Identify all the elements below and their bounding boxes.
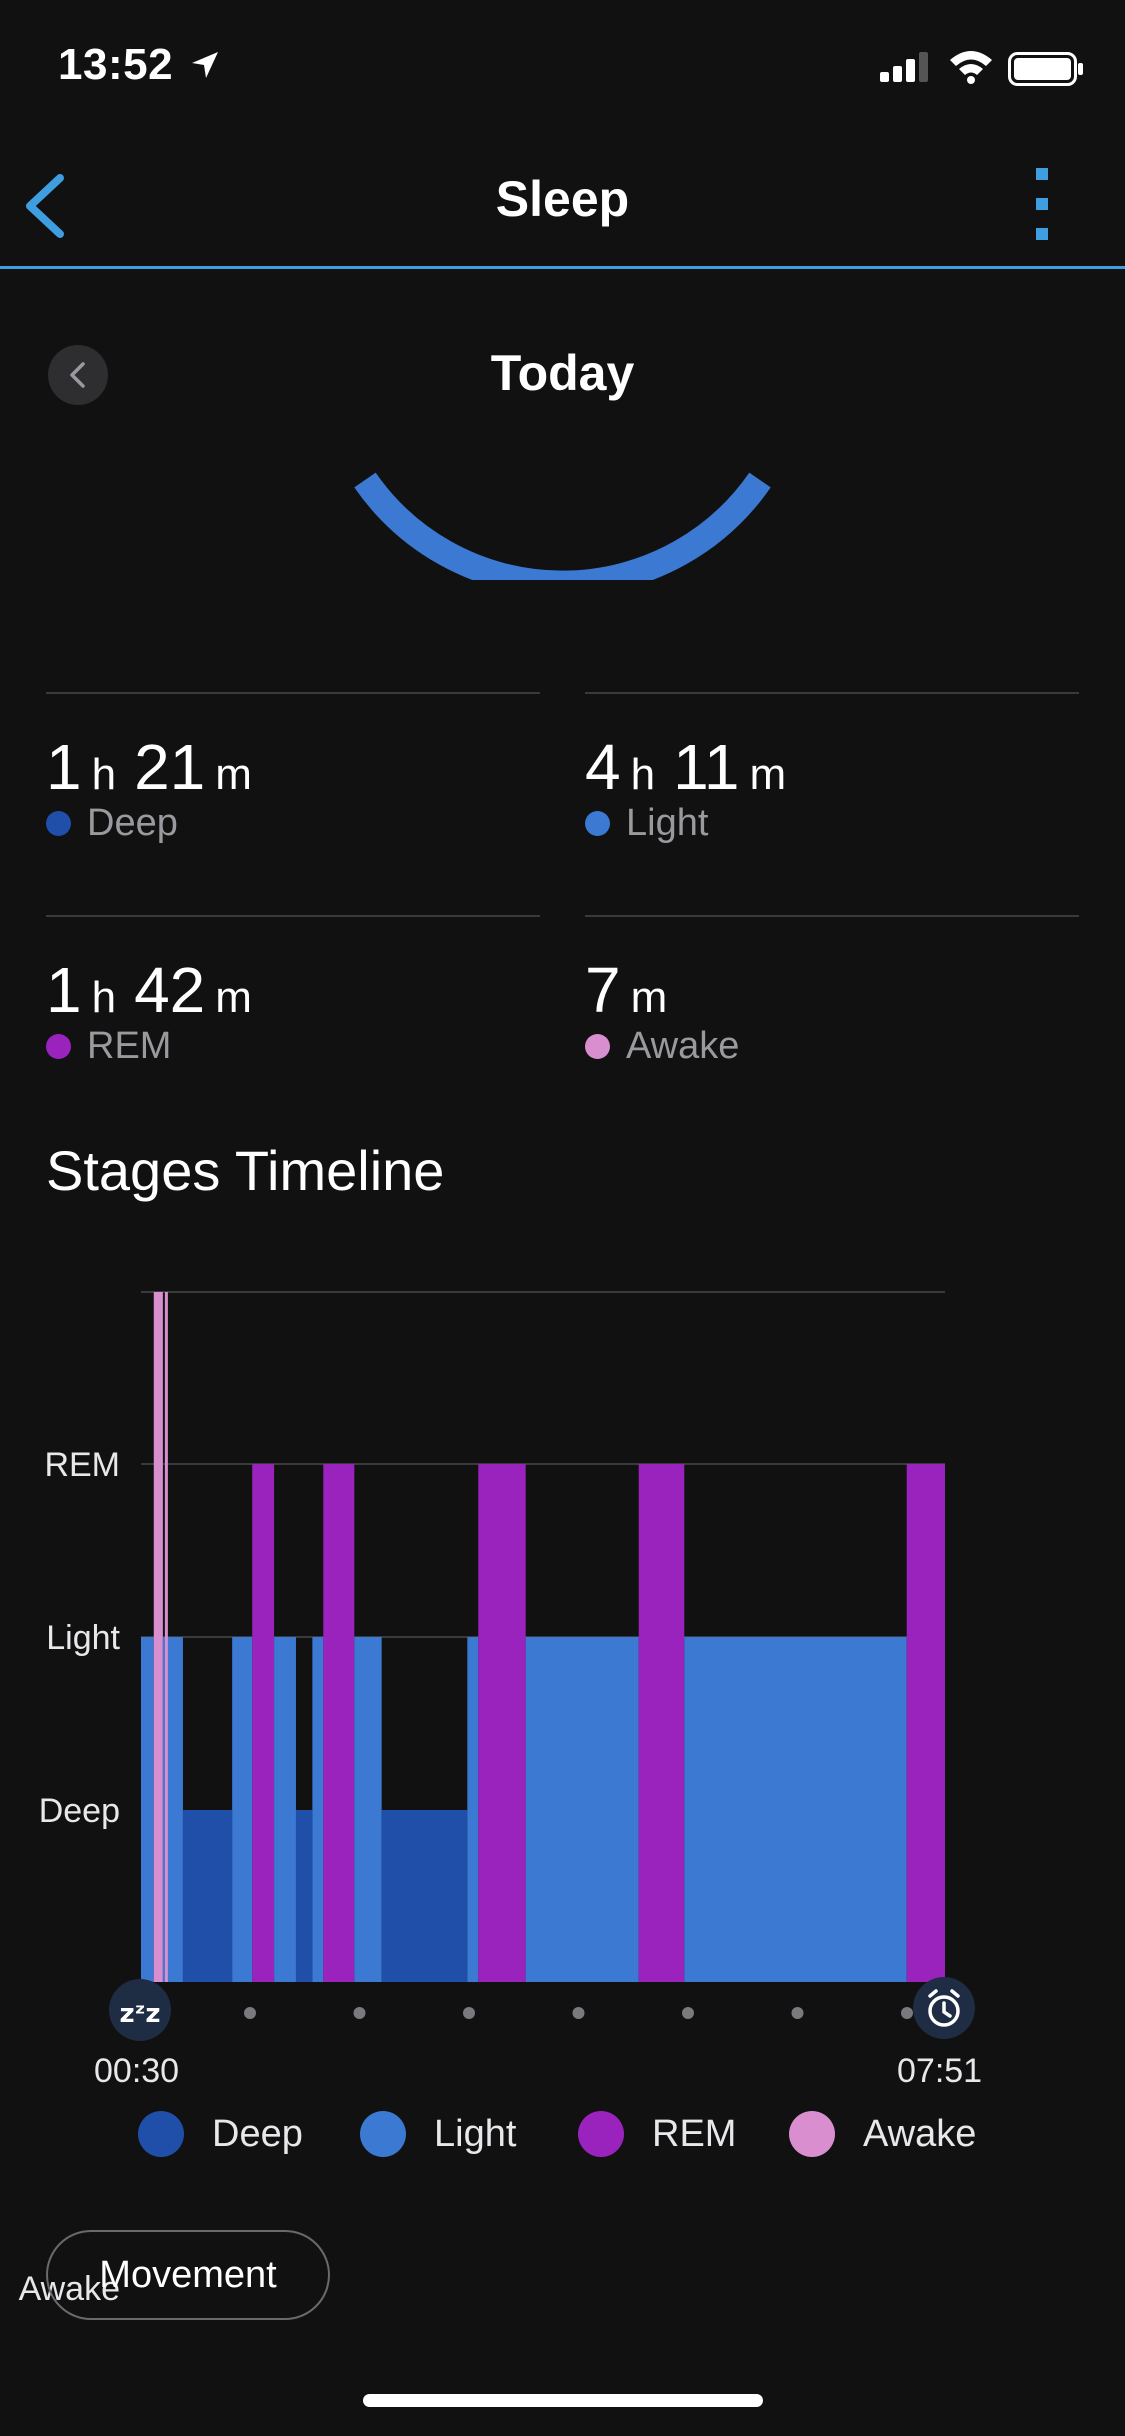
- alarm-clock-icon: [913, 1977, 975, 2039]
- stat-light-label: Light: [585, 802, 708, 845]
- x-label-start: 00:30: [94, 2052, 180, 2090]
- stage-segment-rem: [638, 1464, 685, 1982]
- back-button[interactable]: [20, 170, 80, 240]
- y-label-light: Light: [46, 1619, 120, 1657]
- x-axis-dot: [244, 2007, 256, 2019]
- status-time: 13:52: [58, 40, 174, 89]
- battery-icon: [1008, 52, 1084, 91]
- date-label: Today: [490, 345, 635, 401]
- sleep-score-gauge-arc: [354, 472, 771, 580]
- legend-item-rem: REM: [578, 2104, 736, 2164]
- zzz-sleep-icon: zᶻz: [109, 1979, 171, 2041]
- nav-header: Sleep: [0, 140, 1125, 269]
- x-axis-dot: [353, 2007, 366, 2019]
- movement-button[interactable]: Movement: [46, 2230, 330, 2320]
- stage-segment-rem: [252, 1464, 275, 1982]
- stat-deep-duration: 1 h 21 m: [46, 731, 252, 803]
- stages-timeline-title: Stages Timeline: [46, 1139, 445, 1202]
- location-arrow-icon: [190, 50, 220, 85]
- stat-rem-duration: 1 h 42 m: [46, 954, 252, 1026]
- more-menu-button[interactable]: [1022, 164, 1062, 248]
- cellular-signal-icon: [880, 52, 932, 87]
- x-axis-dot: [682, 2007, 694, 2019]
- legend-item-light: Light: [360, 2104, 516, 2164]
- x-axis-dot: [463, 2007, 475, 2019]
- stage-segment-light: [141, 1637, 154, 1982]
- stat-awake-label: Awake: [585, 1025, 739, 1068]
- x-axis-dot: [791, 2007, 804, 2019]
- stage-segment-rem: [478, 1464, 526, 1982]
- stage-segment-awake: [153, 1292, 163, 1982]
- stage-segment-rem: [323, 1464, 355, 1982]
- x-axis-dot: [901, 2007, 913, 2019]
- x-label-end: 07:51: [897, 2052, 983, 2090]
- stage-segment-light: [232, 1637, 253, 1982]
- legend-item-deep: Deep: [138, 2104, 303, 2164]
- home-indicator: [363, 2394, 763, 2407]
- stage-segment-light: [274, 1637, 296, 1982]
- stage-segment-light: [312, 1637, 324, 1982]
- chevron-left-icon: [26, 174, 64, 238]
- stage-segment-light: [162, 1637, 183, 1982]
- x-axis-dot: [572, 2007, 585, 2019]
- y-label-rem: REM: [44, 1446, 120, 1484]
- stages-timeline-chart: Awake REM Light Deep zᶻz 00:30 07:51: [0, 1270, 1125, 2308]
- vertical-dots-icon: [1036, 168, 1048, 240]
- stage-segment-deep: [182, 1810, 233, 1982]
- stat-light-duration: 4 h 11 m: [585, 731, 787, 803]
- stage-segment-awake-edge: [164, 1292, 168, 1982]
- status-bar: 13:52: [0, 0, 1125, 140]
- page-title: Sleep: [495, 171, 630, 227]
- wifi-icon: [948, 48, 994, 89]
- stat-deep: 1 h 21 m Deep: [46, 692, 540, 894]
- stat-deep-label: Deep: [46, 802, 178, 845]
- stage-segment-light: [684, 1637, 907, 1982]
- stage-segment-deep: [295, 1810, 313, 1982]
- stage-segment-deep: [381, 1810, 468, 1982]
- stat-light: 4 h 11 m Light: [585, 692, 1079, 894]
- legend-item-awake: Awake: [789, 2104, 976, 2164]
- y-label-deep: Deep: [39, 1792, 120, 1830]
- stage-segment-light: [467, 1637, 479, 1982]
- stage-segment-light: [354, 1637, 382, 1982]
- stage-segment-rem: [906, 1464, 945, 1982]
- timeline-plot: REM Light Deep zᶻz: [39, 1291, 975, 2041]
- svg-text:zᶻz: zᶻz: [119, 1999, 160, 2029]
- stat-rem: 1 h 42 m REM: [46, 915, 540, 1117]
- previous-day-button[interactable]: [48, 345, 108, 405]
- stages-legend: Deep Light REM Awake: [0, 2104, 1125, 2164]
- chevron-left-icon: [70, 362, 85, 388]
- stage-segment-light: [525, 1637, 639, 1982]
- stat-rem-label: REM: [46, 1025, 171, 1068]
